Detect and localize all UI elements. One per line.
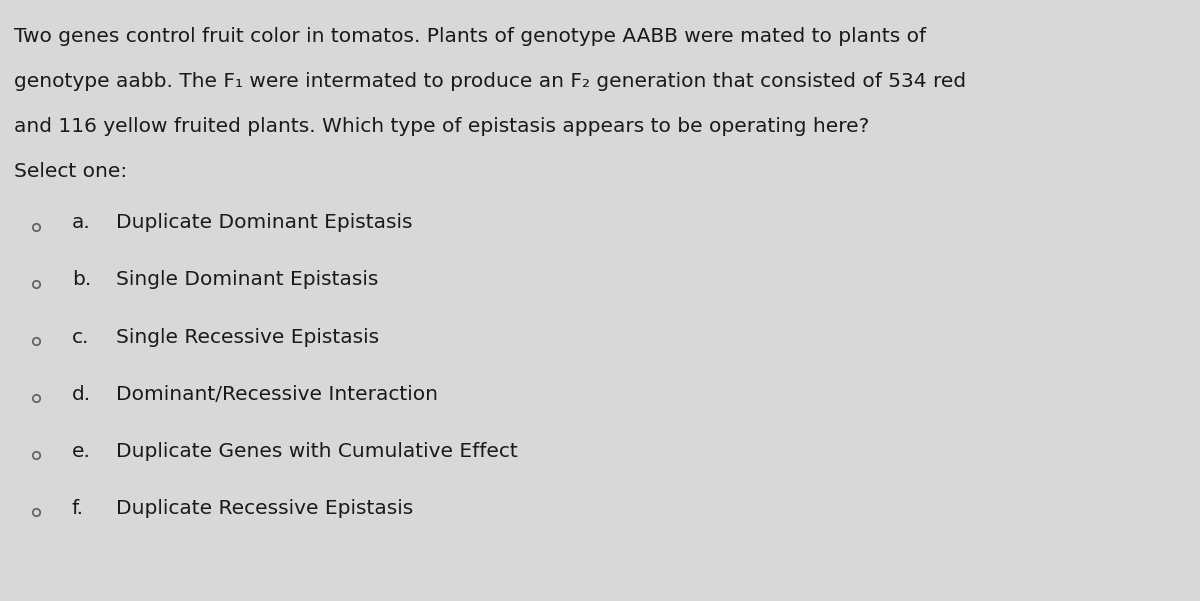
Text: Single Recessive Epistasis: Single Recessive Epistasis [116,328,379,347]
Point [26,279,46,288]
Text: b.: b. [72,270,91,290]
Text: Dominant/Recessive Interaction: Dominant/Recessive Interaction [116,385,438,404]
Text: a.: a. [72,213,91,233]
Point [26,450,46,460]
Text: Duplicate Dominant Epistasis: Duplicate Dominant Epistasis [116,213,413,233]
Text: d.: d. [72,385,91,404]
Text: Select one:: Select one: [14,162,127,182]
Text: e.: e. [72,442,91,461]
Text: Duplicate Recessive Epistasis: Duplicate Recessive Epistasis [116,499,414,518]
Point [26,222,46,231]
Text: Two genes control fruit color in tomatos. Plants of genotype AABB were mated to : Two genes control fruit color in tomatos… [14,27,926,46]
Text: genotype aabb. The F₁ were intermated to produce an F₂ generation that consisted: genotype aabb. The F₁ were intermated to… [14,72,966,91]
Text: Single Dominant Epistasis: Single Dominant Epistasis [116,270,379,290]
Point [26,336,46,346]
Text: c.: c. [72,328,89,347]
Point [26,393,46,403]
Text: Duplicate Genes with Cumulative Effect: Duplicate Genes with Cumulative Effect [116,442,518,461]
Text: and 116 yellow fruited plants. Which type of epistasis appears to be operating h: and 116 yellow fruited plants. Which typ… [14,117,870,136]
Point [26,507,46,517]
Text: f.: f. [72,499,84,518]
